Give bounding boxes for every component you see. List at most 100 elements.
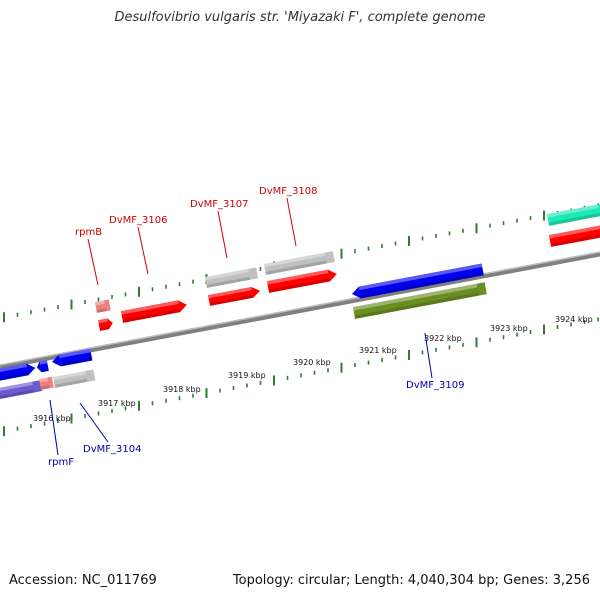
gene-feature[interactable] [97,318,114,331]
ruler-tick-label: 3916 kbp [33,414,71,423]
backbone-line [0,251,600,370]
feature-shape [266,269,337,293]
gene-label-reverse[interactable]: DvMF_3104 [83,444,141,455]
feature-highlight [94,300,105,306]
feature-shape [548,223,600,247]
feature-highlight [207,286,252,299]
feature-highlight [97,318,108,324]
gene-feature[interactable] [38,376,54,390]
gene-feature[interactable] [351,263,484,299]
gene-label-leader [49,399,59,456]
gene-feature[interactable] [548,223,600,247]
feature-shape [352,263,484,299]
gene-label-reverse[interactable]: rpmF [48,457,74,468]
feature-highlight [120,300,179,315]
feature-highlight [0,363,27,374]
feature-highlight [548,225,600,239]
feature-highlight [352,283,478,311]
backbone-highlight [0,251,600,366]
gene-label-leader [286,197,297,247]
feature-shape [52,369,96,388]
feature-shape [38,376,54,390]
gene-feature[interactable] [0,362,36,382]
feature-shade [54,378,88,388]
feature-shade [60,357,93,367]
gene-feature[interactable] [94,299,111,313]
gene-label-leader [87,238,99,286]
feature-shape [207,286,261,306]
feature-shade [40,385,50,390]
feature-highlight [204,268,249,281]
gene-label-forward[interactable]: DvMF_3107 [190,199,248,210]
feature-shape [263,251,335,275]
feature-shade [122,308,181,323]
backbone [0,251,600,370]
feature-shade [0,389,35,400]
gene-labels: rpmB DvMF_3106 DvMF_3107 DvMF_3108 rpmF DvMF_… [48,186,464,468]
feature-shade [96,308,107,313]
ruler-tick-label: 3922 kbp [424,334,462,343]
feature-highlight [39,360,48,365]
ruler-tick-label: 3920 kbp [293,358,331,367]
feature-highlight [358,263,483,291]
feature-highlight [263,252,326,268]
gene-feature[interactable] [51,348,93,368]
gene-feature[interactable] [546,202,600,226]
accession-text: Accession: NC_011769 [9,573,157,588]
feature-shape [52,348,93,367]
gene-feature[interactable] [120,299,188,323]
feature-shade [99,326,110,331]
feature-shape [97,318,113,331]
feature-shape [546,202,600,226]
gene-feature[interactable] [266,268,338,293]
feature-highlight [58,348,91,359]
gene-feature[interactable] [36,360,49,373]
ruler-tick-label: 3917 kbp [98,399,136,408]
ruler-tick-label: 3919 kbp [228,371,266,380]
ruler-tick-label: 3918 kbp [163,385,201,394]
feature-shade [268,278,331,293]
feature-shade [206,276,251,288]
feature-shape [352,282,487,319]
feature-shape [0,380,43,400]
ruler-ticks: 3916 kbp 3917 kbp 3918 kbp 3919 kbp 3920 kbp… [3,203,599,437]
ruler-tick-label: 3924 kbp [555,315,593,324]
feature-shape [0,363,36,382]
feature-shade [265,260,327,275]
feature-highlight [0,381,33,393]
feature-shape [120,300,187,323]
feature-shade [0,371,29,382]
gene-label-forward[interactable]: DvMF_3108 [259,186,317,197]
gene-feature[interactable] [263,251,335,275]
feature-shade [360,271,484,299]
ruler-tick-label: 3923 kbp [490,324,528,333]
feature-shade [209,294,254,306]
gene-label-leader [424,332,433,379]
gene-label-reverse[interactable]: DvMF_3109 [406,380,464,391]
feature-shape [37,360,49,373]
gene-feature[interactable] [204,267,259,288]
feature-highlight [38,377,49,383]
ruler-tick-label: 3921 kbp [359,346,397,355]
gene-label-leader [79,402,109,443]
feature-highlight [52,370,87,381]
feature-shade [354,292,479,319]
feature-shade [548,212,600,226]
feature-shade [41,367,49,373]
genome-summary-text: Topology: circular; Length: 4,040,304 bp… [232,573,590,588]
gene-label-leader [137,226,149,275]
gene-label-forward[interactable]: DvMF_3106 [109,215,167,226]
gene-feature[interactable] [0,380,43,400]
gene-feature[interactable] [352,282,487,319]
map-title: Desulfovibrio vulgaris str. 'Miyazaki F'… [114,10,486,25]
feature-highlight [546,204,599,218]
feature-shape [94,299,111,313]
feature-shape [204,267,259,288]
gene-feature[interactable] [207,285,261,306]
feature-highlight [266,269,329,285]
feature-shade [550,233,600,247]
gene-label-forward[interactable]: rpmB [75,227,102,238]
gene-label-leader [217,210,228,259]
gene-feature[interactable] [52,369,96,388]
